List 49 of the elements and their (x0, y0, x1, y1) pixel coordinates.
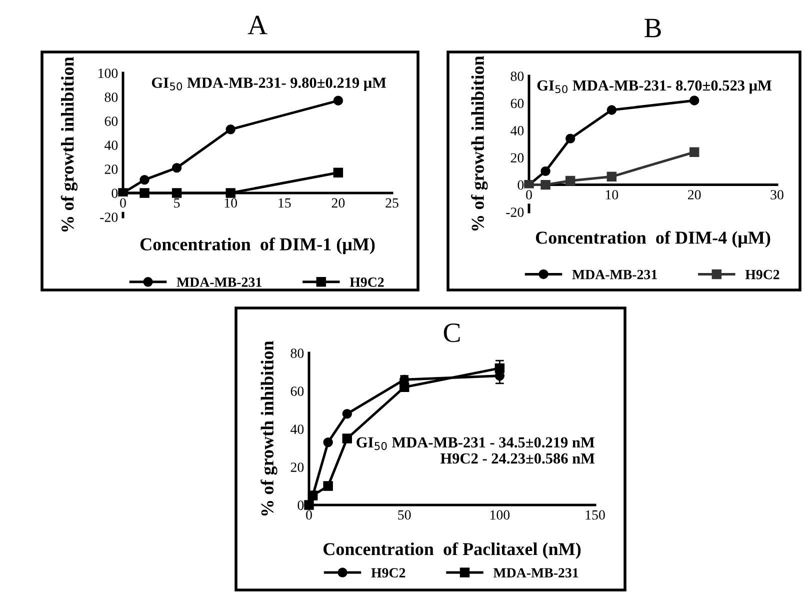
y-tick-label: 80 (290, 348, 304, 358)
x-axis-title: Concentration of DIM-1 (μM) (140, 238, 375, 254)
x-tick-label: 0 (526, 190, 532, 200)
y-tick-label: -20 (100, 212, 118, 222)
legend-label: H9C2 (350, 278, 384, 287)
x-tick-label: 0 (120, 198, 126, 208)
y-tick-label: 60 (510, 98, 524, 108)
y-tick-label: 60 (104, 116, 118, 126)
annotation: GI$_{50}$ MDA-MB-231 - 34.5±0.219 nM H9C2 - 24.23±0.586 nM (356, 437, 595, 464)
legend-label: MDA-MB-231 (176, 278, 262, 287)
x-tick-label: 100 (490, 510, 510, 520)
y-axis-title: % of growth inhibition (60, 56, 78, 232)
chart-title: A (248, 16, 268, 34)
y-axis-title: % of growth inhibition (260, 340, 278, 516)
y-tick-label: 40 (104, 140, 118, 150)
x-tick-label: 30 (770, 190, 784, 200)
x-tick-label: 15 (278, 198, 291, 208)
legend-label: MDA-MB-231 (493, 568, 578, 578)
annotation: GI$_{50}$ MDA-MB-231- 8.70±0.523 μM (537, 80, 772, 94)
x-tick-label: 0 (306, 510, 312, 520)
chart-title: B (644, 18, 661, 38)
y-tick-label: 20 (104, 164, 118, 174)
x-tick-label: 25 (386, 198, 398, 208)
x-tick-label: 20 (332, 198, 345, 208)
y-tick-label: 20 (290, 462, 304, 472)
x-tick-label: 20 (688, 190, 701, 200)
y-tick-label: -20 (506, 208, 524, 217)
x-axis-title: Concentration of DIM-4 (μM) (536, 230, 770, 248)
y-tick-label: 100 (98, 68, 118, 78)
y-tick-label: 60 (290, 386, 304, 396)
x-tick-label: 10 (224, 198, 238, 208)
x-tick-label: 150 (586, 510, 605, 520)
legend-label: H9C2 (371, 568, 406, 578)
y-axis-title: % of growth inhibition (471, 56, 488, 231)
y-tick-label: 0 (298, 500, 304, 510)
y-tick-label: 0 (518, 180, 524, 190)
annotation: GI$_{50}$ MDA-MB-231- 9.80±0.219 μM (152, 78, 386, 91)
y-tick-label: 40 (510, 126, 524, 136)
y-tick-label: 20 (510, 153, 524, 163)
legend-label: H9C2 (745, 270, 780, 280)
x-tick-label: 10 (606, 190, 618, 200)
y-tick-label: 80 (510, 72, 524, 81)
x-tick-label: 5 (174, 198, 180, 208)
y-tick-label: 40 (290, 424, 304, 434)
legend-label: MDA-MB-231 (572, 270, 657, 280)
y-tick-label: 80 (104, 92, 118, 102)
x-tick-label: 50 (398, 510, 411, 520)
chart-title: C (444, 323, 460, 342)
x-axis-title: Concentration of Paclitaxel (nM) (324, 542, 581, 559)
